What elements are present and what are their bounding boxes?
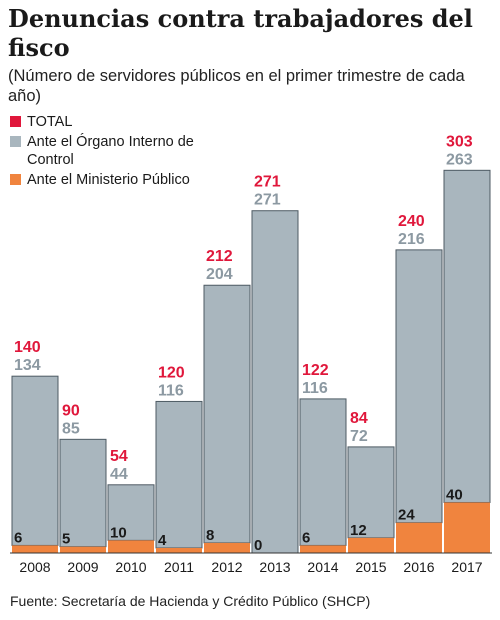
x-tick-label: 2017 [451, 559, 482, 575]
label-oic: 72 [350, 428, 368, 445]
chart-subtitle: (Número de servidores públicos en el pri… [8, 67, 465, 105]
label-total: 240 [398, 213, 425, 230]
bar-oic [11, 375, 59, 546]
chart-title: Denuncias contra trabajadores del fisco [8, 4, 473, 62]
legend-label-mp: Ante el Ministerio Público [27, 172, 190, 188]
legend-swatch-mp [10, 174, 21, 185]
x-tick-label: 2008 [19, 559, 50, 575]
label-oic: 44 [110, 466, 128, 483]
legend-swatch-oic [10, 136, 21, 147]
label-mp: 4 [158, 532, 167, 549]
bar-oic [395, 249, 443, 524]
label-total: 303 [446, 133, 473, 150]
label-mp: 8 [206, 527, 214, 544]
label-oic: 271 [254, 192, 281, 209]
legend-label-oic: Ante el Órgano Interno de Control [27, 134, 194, 168]
label-mp: 5 [62, 531, 70, 548]
x-tick-label: 2012 [211, 559, 242, 575]
bar-mp [108, 540, 154, 553]
label-oic: 216 [398, 231, 425, 248]
bar-oic [299, 398, 347, 546]
x-tick-label: 2013 [259, 559, 290, 575]
x-tick-label: 2016 [403, 559, 434, 575]
label-total: 140 [14, 339, 41, 356]
label-total: 84 [350, 410, 368, 427]
label-mp: 40 [446, 486, 463, 503]
label-total: 90 [62, 402, 80, 419]
label-mp: 12 [350, 522, 367, 539]
label-total: 271 [254, 174, 281, 191]
bar-oic [59, 438, 107, 548]
bar-oic [107, 484, 155, 541]
bar-mp [300, 545, 346, 553]
legend-label-total: TOTAL [27, 114, 73, 130]
bar-mp [60, 546, 106, 553]
bar-mp [396, 522, 442, 553]
label-mp: 0 [254, 537, 262, 554]
label-total: 212 [206, 248, 233, 265]
bar-mp [156, 547, 202, 553]
legend-item-oic: Ante el Órgano Interno de Control [10, 133, 210, 169]
label-oic: 134 [14, 357, 41, 374]
label-mp: 24 [398, 507, 415, 524]
label-total: 122 [302, 362, 329, 379]
x-tick-label: 2015 [355, 559, 386, 575]
label-oic: 263 [446, 151, 473, 168]
bar-mp [444, 502, 490, 553]
bar-mp [348, 537, 394, 553]
legend: TOTAL Ante el Órgano Interno de Control … [10, 113, 210, 191]
label-oic: 116 [302, 380, 328, 397]
label-total: 120 [158, 364, 185, 381]
bar-mp [204, 542, 250, 553]
label-oic: 204 [206, 266, 233, 283]
source-note: Fuente: Secretaría de Hacienda y Crédito… [10, 593, 371, 609]
bar-oic [443, 169, 491, 503]
x-tick-label: 2011 [164, 559, 194, 575]
x-tick-label: 2009 [67, 559, 98, 575]
x-tick-label: 2010 [115, 559, 146, 575]
label-oic: 116 [158, 382, 184, 399]
legend-swatch-total [10, 116, 21, 127]
bar-mp [12, 545, 58, 553]
label-total: 54 [110, 448, 128, 465]
bar-oic [251, 210, 299, 554]
x-tick-label: 2014 [307, 559, 338, 575]
legend-item-total: TOTAL [10, 113, 210, 131]
label-mp: 6 [302, 529, 310, 546]
bar-oic [155, 400, 203, 549]
legend-item-mp: Ante el Ministerio Público [10, 171, 210, 189]
bar-oic [203, 284, 251, 544]
label-mp: 10 [110, 524, 127, 541]
label-mp: 6 [14, 529, 22, 546]
label-oic: 85 [62, 420, 80, 437]
